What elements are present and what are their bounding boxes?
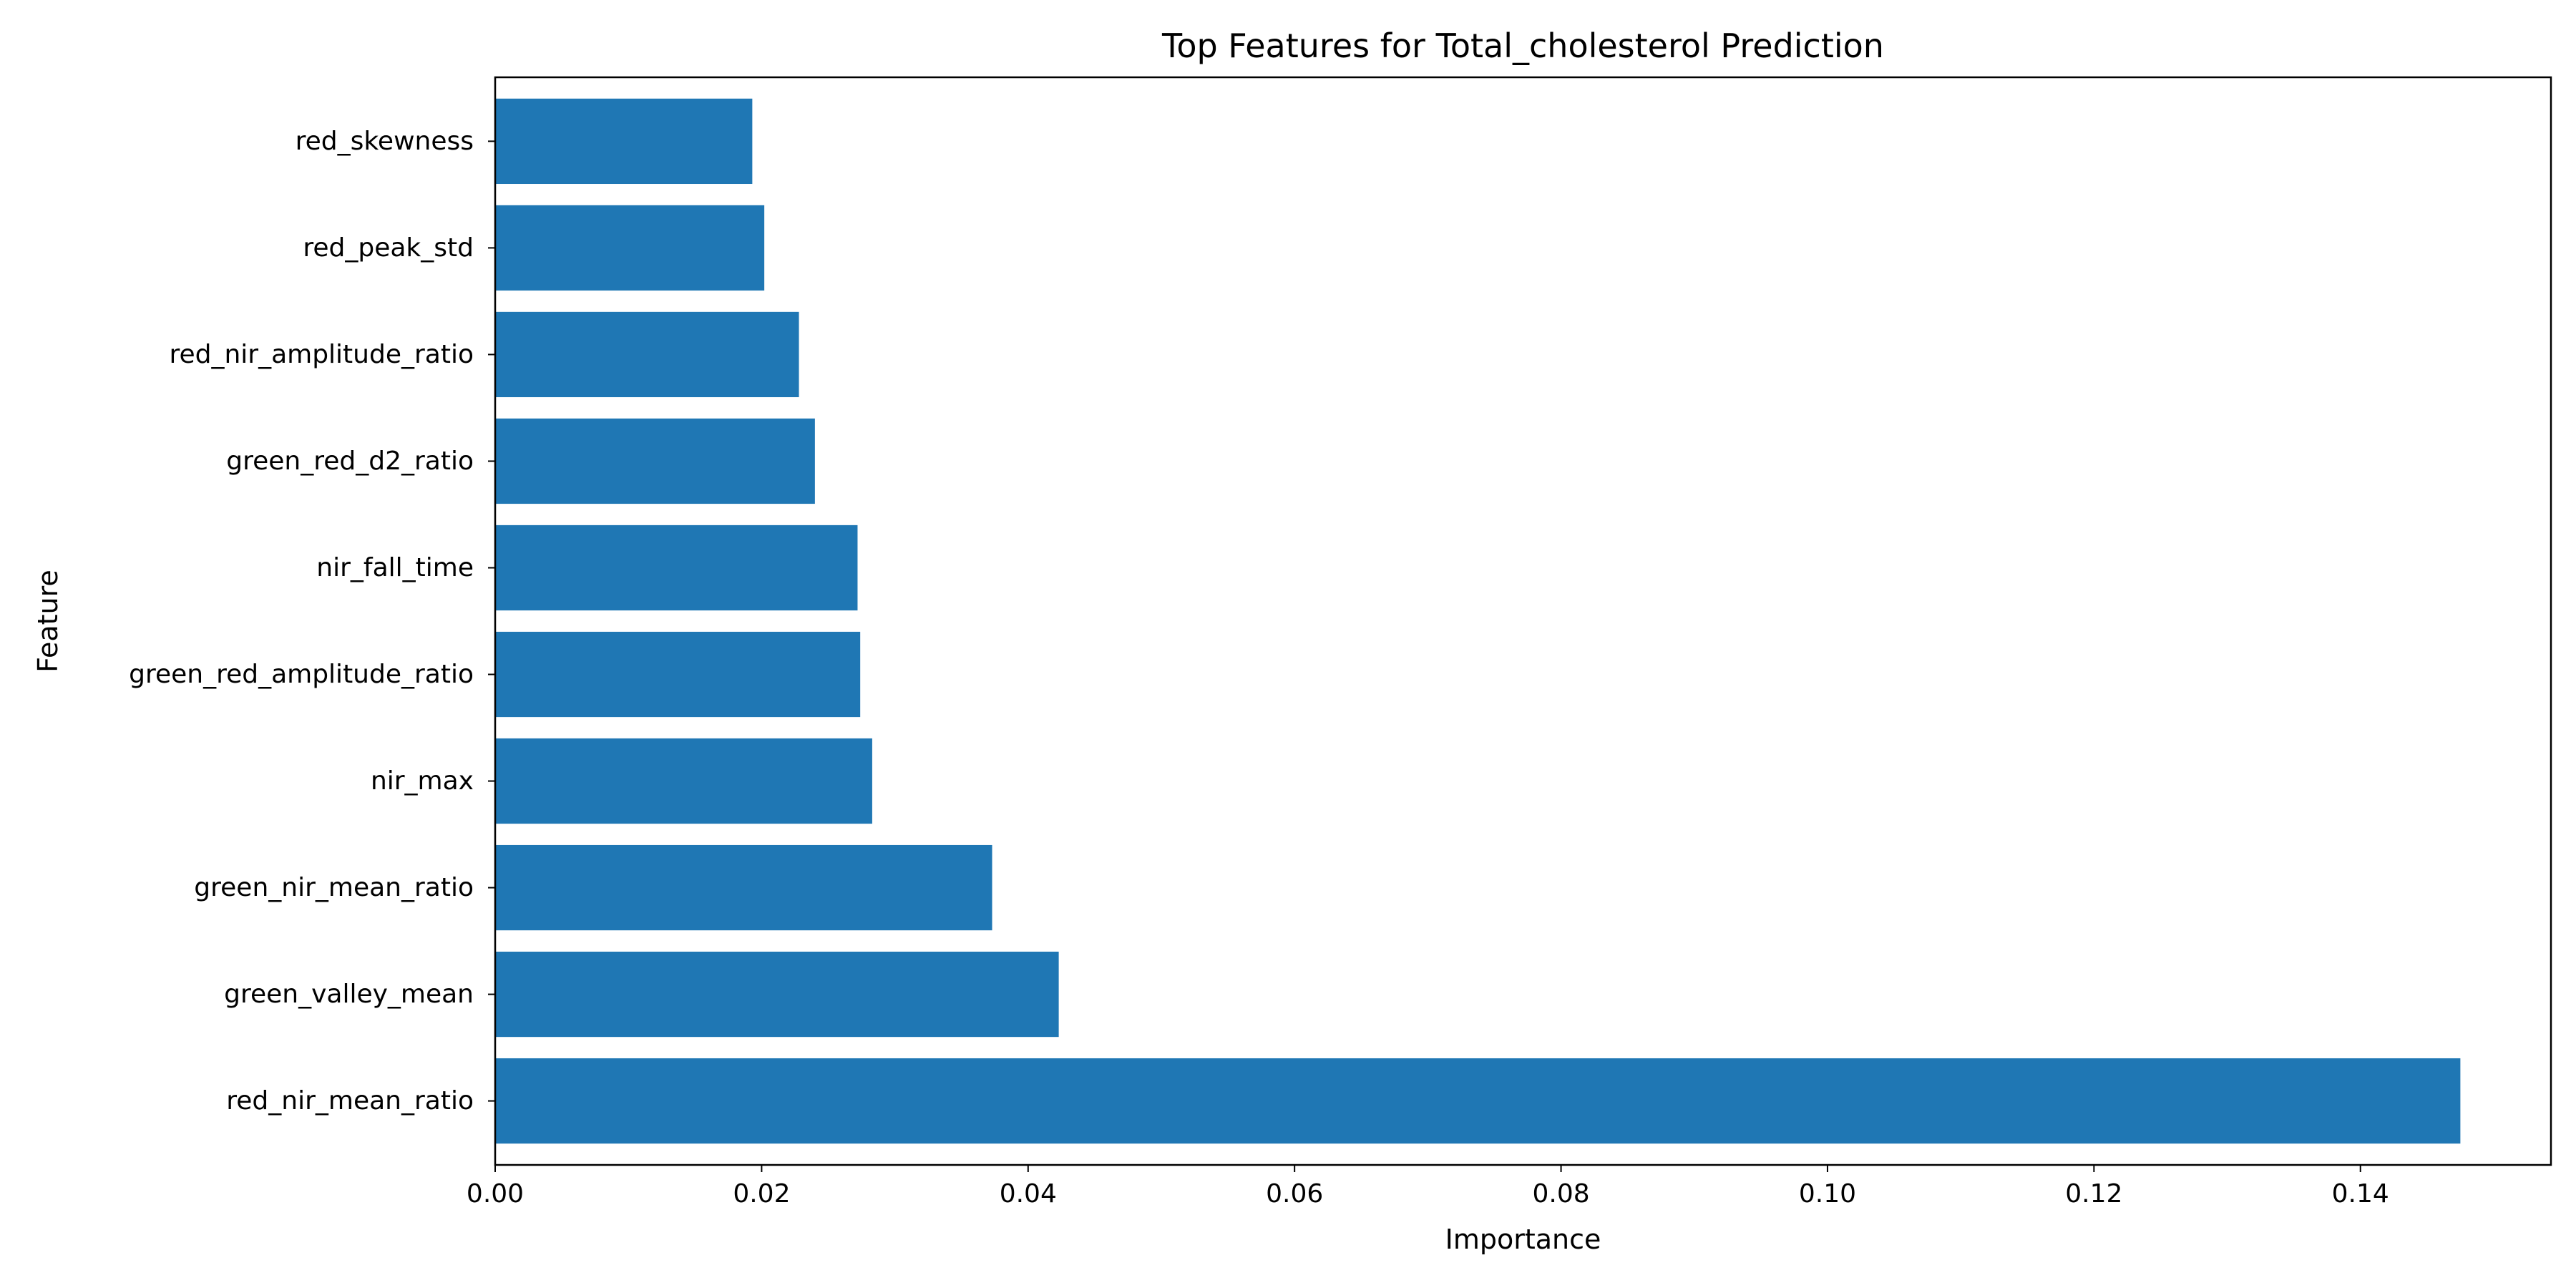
x-tick-label: 0.08 bbox=[1532, 1179, 1589, 1209]
bar-nir_max bbox=[495, 738, 872, 824]
bar-red_nir_mean_ratio bbox=[495, 1058, 2461, 1144]
x-ticks-group: 0.00 0.02 0.04 0.06 0.08 0.10 0.12 0.14 bbox=[467, 1165, 2389, 1209]
bar-red_peak_std bbox=[495, 205, 765, 291]
y-tick-label: red_nir_amplitude_ratio bbox=[169, 340, 474, 369]
y-axis-title: Feature bbox=[32, 570, 64, 673]
x-tick-label: 0.00 bbox=[467, 1179, 524, 1209]
bar-green_valley_mean bbox=[495, 951, 1059, 1038]
x-tick-label: 0.06 bbox=[1266, 1179, 1323, 1209]
y-tick-label: nir_max bbox=[371, 766, 474, 796]
bars-group bbox=[495, 98, 2461, 1144]
bar-green_red_amplitude_ratio bbox=[495, 631, 861, 718]
y-tick-label: green_valley_mean bbox=[224, 980, 474, 1009]
y-tick-label: nir_fall_time bbox=[316, 553, 474, 582]
y-ticks-group: red_nir_mean_ratio green_valley_mean green… bbox=[129, 127, 495, 1116]
y-tick-label: red_peak_std bbox=[303, 233, 474, 263]
x-tick-label: 0.02 bbox=[733, 1179, 790, 1209]
x-axis-title: Importance bbox=[1445, 1224, 1601, 1255]
bar-red_nir_amplitude_ratio bbox=[495, 311, 799, 398]
y-tick-label: green_nir_mean_ratio bbox=[194, 873, 474, 902]
bar-green_nir_mean_ratio bbox=[495, 844, 992, 931]
x-tick-label: 0.14 bbox=[2332, 1179, 2389, 1209]
x-tick-label: 0.10 bbox=[1799, 1179, 1856, 1209]
y-tick-label: green_red_d2_ratio bbox=[226, 447, 474, 476]
x-tick-label: 0.12 bbox=[2065, 1179, 2122, 1209]
bar-red_skewness bbox=[495, 98, 753, 185]
bar-green_red_d2_ratio bbox=[495, 418, 815, 504]
x-tick-label: 0.04 bbox=[1000, 1179, 1057, 1209]
y-tick-label: green_red_amplitude_ratio bbox=[129, 660, 474, 689]
y-tick-label: red_skewness bbox=[296, 127, 474, 156]
plot-frame bbox=[494, 76, 2552, 1166]
y-tick-label: red_nir_mean_ratio bbox=[226, 1086, 474, 1116]
chart-title: Top Features for Total_cholesterol Predi… bbox=[1161, 26, 1884, 65]
bar-nir_fall_time bbox=[495, 525, 858, 611]
